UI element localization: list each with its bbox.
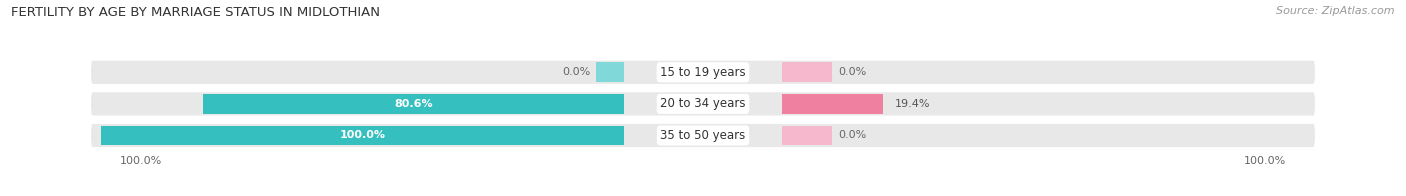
Bar	[782, 63, 832, 82]
FancyBboxPatch shape	[90, 91, 1316, 117]
Bar	[596, 63, 624, 82]
Bar	[101, 126, 624, 145]
Text: 20 to 34 years: 20 to 34 years	[661, 97, 745, 110]
Text: 19.4%: 19.4%	[894, 99, 929, 109]
Text: Source: ZipAtlas.com: Source: ZipAtlas.com	[1277, 6, 1395, 16]
Legend: Married, Unmarried: Married, Unmarried	[621, 195, 785, 196]
Text: FERTILITY BY AGE BY MARRIAGE STATUS IN MIDLOTHIAN: FERTILITY BY AGE BY MARRIAGE STATUS IN M…	[11, 6, 380, 19]
Bar	[782, 94, 883, 114]
Text: 80.6%: 80.6%	[394, 99, 433, 109]
Text: 100.0%: 100.0%	[340, 131, 385, 141]
Bar	[782, 126, 832, 145]
Text: 0.0%: 0.0%	[562, 67, 591, 77]
FancyBboxPatch shape	[90, 60, 1316, 85]
Text: 0.0%: 0.0%	[838, 67, 866, 77]
Text: 35 to 50 years: 35 to 50 years	[661, 129, 745, 142]
Bar	[202, 94, 624, 114]
Text: 0.0%: 0.0%	[838, 131, 866, 141]
FancyBboxPatch shape	[90, 123, 1316, 148]
Text: 15 to 19 years: 15 to 19 years	[661, 66, 745, 79]
